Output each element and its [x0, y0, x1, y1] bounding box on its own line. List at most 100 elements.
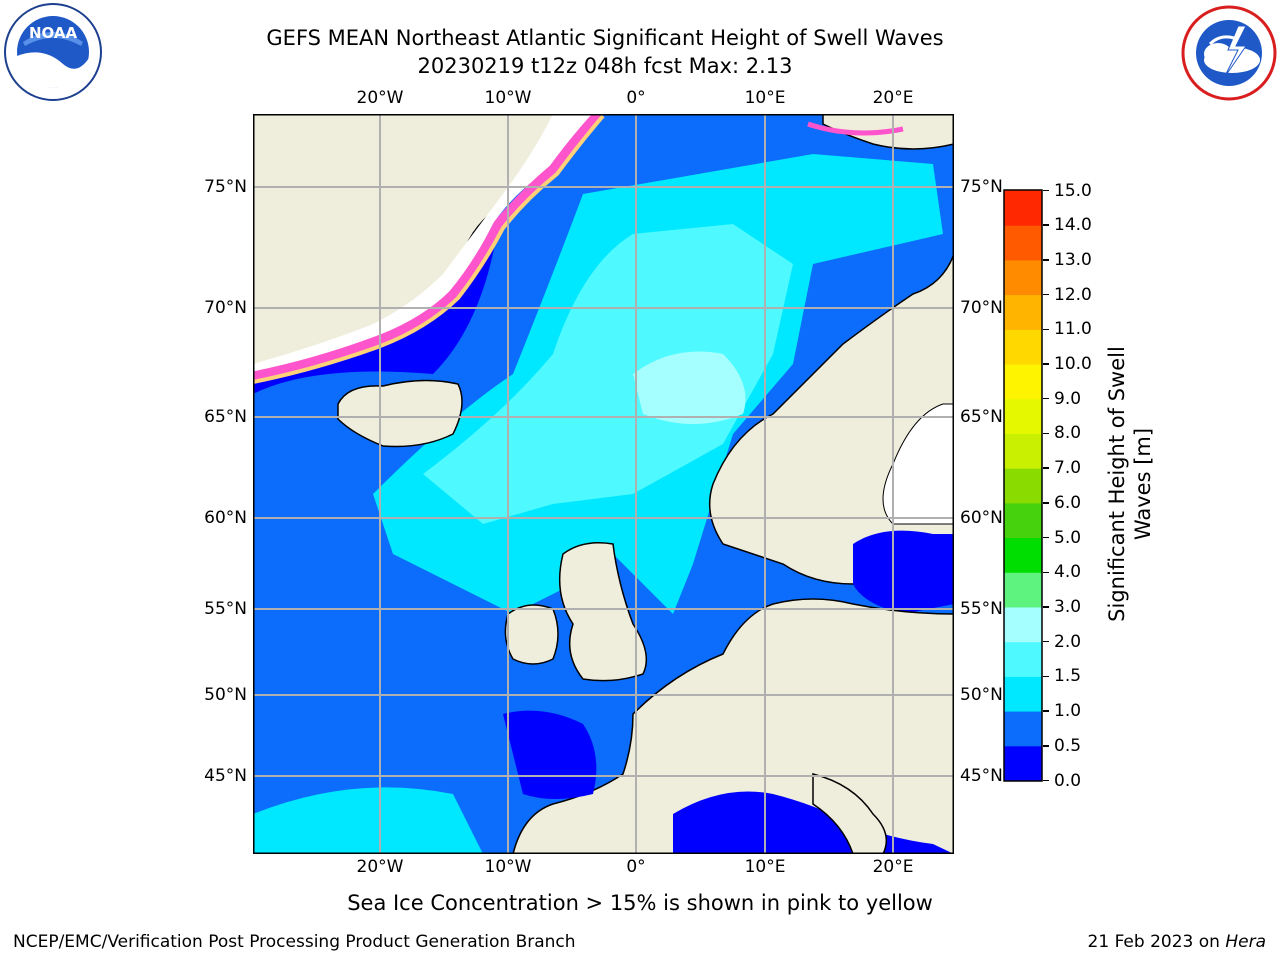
colorbar-tick-label: 4.0	[1054, 562, 1082, 583]
colorbar-tick-mark	[1043, 467, 1049, 469]
colorbar	[1003, 189, 1043, 782]
colorbar-tick-mark	[1043, 675, 1049, 678]
colorbar-tick-label: 15.0	[1054, 180, 1092, 201]
colorbar-segment	[1004, 676, 1042, 712]
colorbar-tick-mark	[1043, 710, 1049, 712]
map-subtitle: 20230219 t12z 048h fcst Max: 2.13	[417, 54, 793, 78]
italy	[812, 773, 888, 854]
nws-logo	[1181, 5, 1277, 101]
sea-ice-band-yellow	[253, 114, 605, 384]
lon-label-top-1: 10°W	[484, 88, 532, 108]
colorbar-segment	[1004, 502, 1042, 539]
colorbar-label: Significant Height of Swell Waves [m]	[1105, 346, 1155, 622]
footer-date: 21 Feb 2023 on Hera	[1088, 932, 1266, 952]
graticule	[253, 114, 954, 854]
ireland	[504, 604, 559, 665]
colorbar-tick-label: 0.0	[1054, 770, 1082, 791]
great-britain	[558, 542, 648, 682]
colorbar-tick-mark	[1043, 502, 1049, 504]
lat-label-left-6: 45°N	[204, 766, 247, 786]
noaa-logo-text: NOAA	[29, 24, 78, 42]
colorbar-segment	[1004, 433, 1042, 469]
lat-label-left-4: 55°N	[204, 599, 247, 619]
lat-label-right-0: 75°N	[960, 177, 1003, 197]
colorbar-tick-mark	[1043, 224, 1049, 226]
colorbar-segment	[1004, 641, 1042, 677]
swell-band-1-5-2-0	[423, 224, 793, 524]
colorbar-tick-mark	[1043, 571, 1049, 573]
baltic-sea	[853, 530, 954, 614]
colorbar-segment	[1004, 225, 1042, 261]
lon-label-top-2: 0°	[626, 88, 646, 108]
sea-ice-caption: Sea Ice Concentration > 15% is shown in …	[347, 891, 933, 915]
colorbar-tick-mark	[1043, 189, 1049, 192]
noaa-logo: NOAA	[4, 3, 102, 101]
lon-label-bottom-0: 20°W	[356, 857, 404, 877]
colorbar-tick-mark	[1043, 432, 1049, 435]
lat-label-right-5: 50°N	[960, 685, 1003, 705]
lon-label-bottom-1: 10°W	[484, 857, 532, 877]
lat-label-left-3: 60°N	[204, 508, 247, 528]
colorbar-tick-label: 1.0	[1054, 701, 1082, 722]
colorbar-segment	[1004, 572, 1042, 608]
lon-label-bottom-2: 0°	[626, 857, 646, 877]
footer-date-text: 21 Feb 2023 on	[1087, 932, 1220, 952]
colorbar-tick-mark	[1043, 397, 1049, 400]
lat-label-right-6: 45°N	[960, 766, 1003, 786]
colorbar-segment	[1004, 711, 1042, 747]
colorbar-frame	[1003, 189, 1043, 782]
colorbar-tick-label: 14.0	[1054, 215, 1092, 236]
colorbar-tick-mark	[1043, 606, 1049, 608]
colorbar-segment	[1004, 364, 1042, 400]
colorbar-segment	[1004, 294, 1042, 330]
swell-band-1-0-1-5-south	[253, 787, 483, 854]
colorbar-tick-label: 6.0	[1054, 492, 1082, 513]
lon-label-bottom-3: 10°E	[744, 857, 786, 877]
lat-label-right-3: 60°N	[960, 508, 1003, 528]
map-frame	[253, 114, 954, 854]
colorbar-segment	[1004, 606, 1042, 643]
map-title: GEFS MEAN Northeast Atlantic Significant…	[266, 26, 944, 50]
colorbar-tick-label: 11.0	[1054, 319, 1092, 340]
lat-label-left-1: 70°N	[204, 298, 247, 318]
colorbar-tick-label: 7.0	[1054, 458, 1082, 479]
colorbar-tick-label: 2.0	[1054, 631, 1082, 652]
colorbar-segment	[1004, 190, 1042, 226]
lon-label-top-3: 10°E	[744, 88, 786, 108]
lat-label-left-0: 75°N	[204, 177, 247, 197]
lat-label-left-5: 50°N	[204, 685, 247, 705]
colorbar-tick-label: 12.0	[1054, 284, 1092, 305]
colorbar-tick-label: 3.0	[1054, 596, 1082, 617]
swell-height-map	[253, 114, 954, 854]
footer-credit: NCEP/EMC/Verification Post Processing Pr…	[13, 932, 576, 952]
colorbar-segment	[1004, 329, 1042, 365]
colorbar-tick-mark	[1043, 293, 1049, 296]
swell-band-2-0-3-0	[633, 351, 746, 424]
colorbar-tick-mark	[1043, 536, 1049, 539]
lon-label-bottom-4: 20°E	[872, 857, 914, 877]
gulf-of-bothnia	[882, 403, 954, 525]
colorbar-tick-mark	[1043, 745, 1049, 747]
lon-label-top-4: 20°E	[872, 88, 914, 108]
colorbar-tick-label: 8.0	[1054, 423, 1082, 444]
lat-label-right-4: 55°N	[960, 599, 1003, 619]
lat-label-right-1: 70°N	[960, 298, 1003, 318]
lat-label-right-2: 65°N	[960, 407, 1003, 427]
colorbar-tick-label: 1.5	[1054, 666, 1082, 687]
colorbar-tick-mark	[1043, 640, 1049, 643]
colorbar-tick-mark	[1043, 363, 1049, 365]
footer-host: Hera	[1225, 932, 1266, 952]
colorbar-tick-label: 9.0	[1054, 388, 1082, 409]
iceland	[337, 379, 463, 448]
colorbar-tick-label: 5.0	[1054, 527, 1082, 548]
colorbar-tick-label: 10.0	[1054, 354, 1092, 375]
colorbar-segment	[1004, 259, 1042, 296]
colorbar-segment	[1004, 468, 1042, 504]
colorbar-segment	[1004, 398, 1042, 434]
colorbar-tick-mark	[1043, 328, 1049, 331]
colorbar-tick-label: 13.0	[1054, 249, 1092, 270]
colorbar-tick-mark	[1043, 259, 1049, 261]
lat-label-left-2: 65°N	[204, 407, 247, 427]
sea-ice-band	[253, 114, 602, 381]
colorbar-tick-label: 0.5	[1054, 735, 1082, 756]
